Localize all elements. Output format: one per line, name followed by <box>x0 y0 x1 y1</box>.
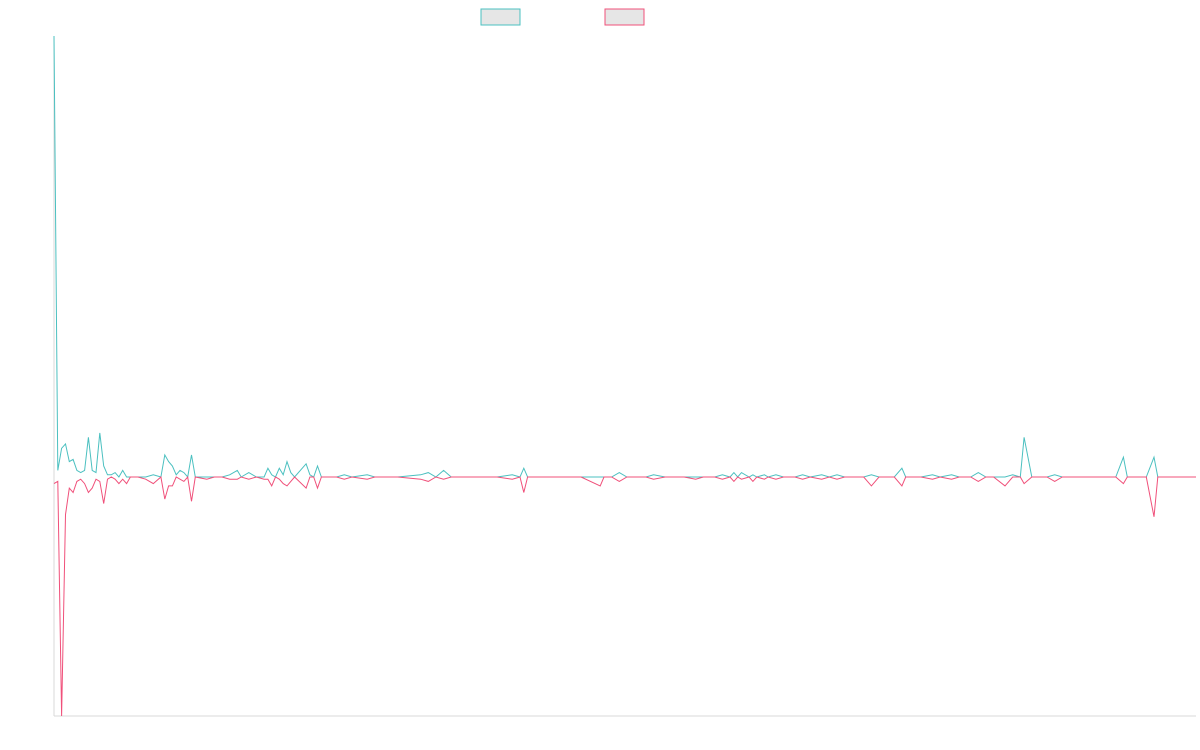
legend-swatch-1[interactable] <box>480 8 521 26</box>
series-line-2 <box>53 475 1196 717</box>
axes <box>53 36 1196 717</box>
legend-swatch-2[interactable] <box>604 8 645 26</box>
series-line-1 <box>53 35 1196 479</box>
plot-area <box>53 35 1196 717</box>
legend <box>480 8 645 26</box>
